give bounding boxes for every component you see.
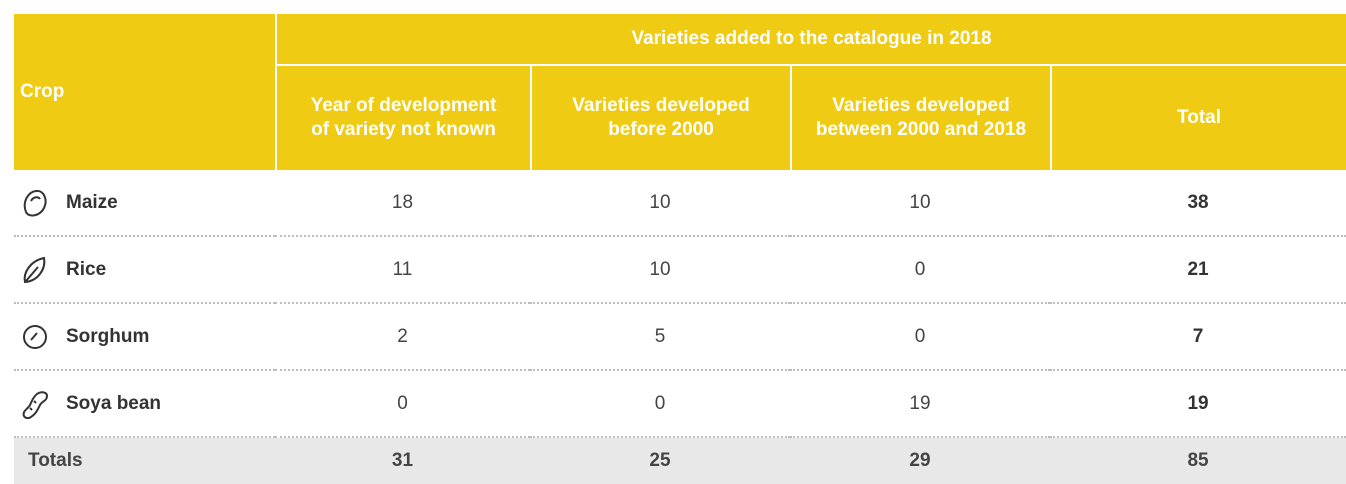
value-cell: 0	[275, 371, 530, 438]
value-cell: 29	[790, 438, 1050, 484]
value-cell: 7	[1050, 304, 1346, 371]
crop-icon	[22, 390, 49, 419]
value-cell: 0	[530, 371, 790, 438]
table: Crop Varieties added to the catalogue in…	[14, 14, 1346, 484]
value-cell: 2	[275, 304, 530, 371]
header-cell: Crop	[14, 14, 275, 170]
value-cell: 38	[1050, 170, 1346, 237]
crop-cell: Totals	[14, 438, 275, 484]
header-cell: Varieties developed between 2000 and 201…	[790, 66, 1050, 170]
crop-name: Rice	[66, 258, 107, 280]
group-header: Varieties added to the catalogue in 2018	[275, 14, 1346, 66]
value-cell: 19	[1050, 371, 1346, 438]
header-cell: Varieties developed before 2000	[530, 66, 790, 170]
crop-cell: Rice	[14, 237, 275, 304]
table-row: Rice 11 10 0 21	[14, 237, 1346, 304]
header-cell: Year of development of variety not known	[275, 66, 530, 170]
header-text: Varieties developed before 2000	[572, 95, 750, 140]
value-cell: 5	[530, 304, 790, 371]
table-row: Maize 18 10 10 38	[14, 170, 1346, 237]
table-wrap: Crop Varieties added to the catalogue in…	[14, 14, 1346, 484]
value-cell: 10	[790, 170, 1050, 237]
table-row: Soya bean 0 0 19 19	[14, 371, 1346, 438]
table-row: Sorghum 2 5 0 7	[14, 304, 1346, 371]
header-text: Year of development of variety not known	[310, 95, 497, 140]
value-cell: 10	[530, 170, 790, 237]
value-cell: 10	[530, 237, 790, 304]
header-text: Total	[1177, 107, 1221, 128]
crop-cell: Sorghum	[14, 304, 275, 371]
totals-row: Totals 31 25 29 85	[14, 438, 1346, 484]
crop-icon	[23, 256, 46, 283]
value-cell: 19	[790, 371, 1050, 438]
value-cell: 21	[1050, 237, 1346, 304]
header-text: Varieties developed between 2000 and 201…	[815, 95, 1027, 140]
value-cell: 11	[275, 237, 530, 304]
crop-name: Soya bean	[66, 392, 162, 414]
value-cell: 85	[1050, 438, 1346, 484]
value-cell: 0	[790, 237, 1050, 304]
crop-name: Totals	[28, 450, 83, 471]
crop-icon	[23, 324, 47, 349]
value-cell: 0	[790, 304, 1050, 371]
table-body: Maize 18 10 10 38 Rice 11 10 0 21 Sorghum 2 5 0 7 Soya …	[14, 170, 1346, 484]
crop-name: Maize	[66, 191, 118, 213]
crop-cell: Soya bean	[14, 371, 275, 438]
crop-name: Sorghum	[66, 325, 150, 347]
value-cell: 25	[530, 438, 790, 484]
value-cell: 18	[275, 170, 530, 237]
crop-cell: Maize	[14, 170, 275, 237]
header-cell: Total	[1050, 66, 1346, 170]
value-cell: 31	[275, 438, 530, 484]
crop-icon	[23, 189, 47, 216]
